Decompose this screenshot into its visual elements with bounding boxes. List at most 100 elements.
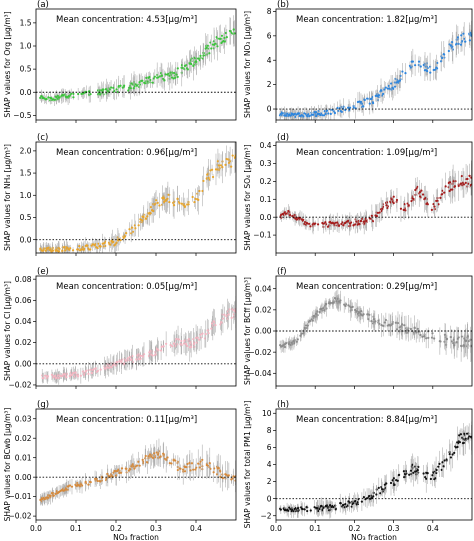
data-point [210,47,213,50]
data-point [431,332,434,335]
panel-b: 0 2 4 6 8 SHAP values for NO₃ [μg/m³] (b) Mean … [243,0,473,123]
data-point [337,300,340,303]
data-point [332,505,335,509]
data-point [53,98,56,101]
data-point [162,200,166,203]
data-point [431,474,434,477]
data-point [131,354,134,358]
data-point [303,508,306,511]
data-point [201,189,204,193]
y-tick-label: −0.04 [249,369,272,378]
data-point [123,235,127,238]
data-point [300,332,303,335]
panel-letter: (d) [277,133,289,143]
data-point [458,441,462,444]
data-point [457,184,460,187]
data-point [389,82,393,85]
scatter-points-h [279,421,472,519]
data-point [97,92,100,95]
data-point [46,247,49,250]
x-tick-label: 0.4 [427,524,439,533]
data-point [359,100,363,103]
y-tick-label: 0.0 [20,88,32,97]
data-point [386,87,389,90]
data-point [292,340,295,343]
data-point [158,75,162,78]
data-point [362,220,365,223]
data-point [42,96,45,100]
data-point [449,456,453,459]
data-point [300,218,303,221]
data-point [223,40,227,43]
scatter-points-g [39,438,236,506]
data-point [50,373,54,376]
data-point [119,239,122,242]
data-point [114,470,117,473]
data-point [76,375,80,378]
data-point [175,337,178,341]
data-point [306,324,309,327]
data-point [362,105,365,108]
data-point [199,336,203,339]
data-point [128,86,131,89]
data-point [362,495,366,499]
data-point [448,181,452,184]
data-point [201,332,204,335]
data-point [148,351,151,354]
data-point [352,106,355,109]
data-point [142,215,145,219]
scatter-points-f [279,289,472,362]
data-point [230,165,233,168]
data-point [146,80,149,83]
data-point [106,472,109,475]
scatter-points-d [279,160,472,236]
data-point [307,222,311,225]
data-point [283,211,286,214]
data-point [432,202,435,206]
data-point [148,211,151,214]
data-point [174,76,177,79]
data-point [342,503,345,507]
data-point [141,355,145,358]
data-point [166,456,169,459]
data-point [313,506,316,509]
data-point [354,308,357,312]
data-point [468,435,471,438]
data-point [230,478,233,481]
data-point [199,333,202,336]
data-point [207,331,210,335]
data-point [44,249,47,252]
data-point [94,367,97,370]
y-axis-label: SHAP values for SO₄ [μg/m³] [243,144,252,250]
mean-concentration-label: Mean concentration: 0.05[μg/m³] [56,282,197,292]
data-point [397,473,401,476]
data-point [316,310,319,313]
y-tick-label: −0.01 [9,492,32,501]
data-point [149,78,152,82]
data-point [285,509,288,512]
data-point [392,477,395,480]
data-point [430,336,434,339]
data-point [212,320,215,323]
data-point [285,212,288,215]
data-point [41,374,44,377]
data-point [409,469,413,472]
y-tick-label: 0.02 [15,338,32,347]
panel-letter: (e) [37,267,49,277]
data-point [289,114,292,117]
y-tick-label: 0.00 [255,327,272,336]
data-point [112,471,115,474]
data-point [210,168,214,171]
x-tick-label: 0.2 [110,524,122,533]
data-point [74,371,77,374]
scatter-points-e [41,295,236,385]
y-tick-label: 0.00 [15,473,32,482]
data-point [339,502,342,505]
data-point [403,476,406,479]
data-point [138,81,141,84]
axes-frame [35,8,237,121]
data-point [319,307,322,311]
data-point [391,86,394,89]
y-tick-label: −0.5 [13,111,31,120]
data-point [172,342,176,345]
